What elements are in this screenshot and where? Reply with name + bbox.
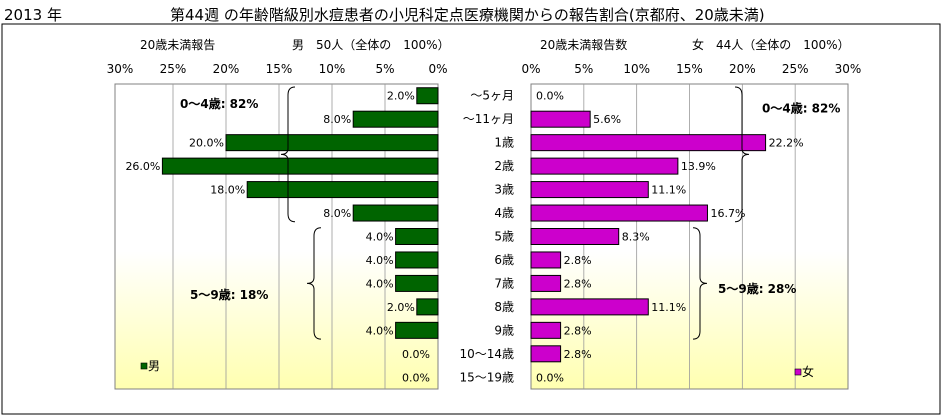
female-value-label: 2.8% (564, 254, 592, 267)
female-value-label: 5.6% (593, 113, 621, 126)
female-tick-label: 25% (782, 62, 809, 76)
male-value-label: 4.0% (366, 324, 394, 337)
chart-title: 第44週 の年齢階級別水痘患者の小児科定点医療機関からの報告割合(京都府、20歳… (170, 6, 765, 24)
female-bar (530, 204, 708, 222)
male-tick-label: 25% (160, 62, 187, 76)
male-bar (161, 157, 439, 175)
male-legend-label: 男 (148, 359, 160, 373)
female-bar (530, 274, 562, 292)
outer-frame (1, 23, 941, 415)
male-tick-label: 5% (375, 62, 394, 76)
female-annotation-5-9: 5～9歳: 28% (718, 281, 796, 296)
female-tick-label: 15% (676, 62, 703, 76)
female-value-label: 11.1% (651, 301, 686, 314)
category-label: 4歳 (494, 206, 514, 220)
female-value-label: 22.2% (769, 137, 804, 150)
male-tick-label: 30% (107, 62, 134, 76)
female-value-label: 2.8% (564, 324, 592, 337)
female-value-label: 11.1% (651, 184, 686, 197)
female-tick-label: 5% (574, 62, 593, 76)
category-label: 8歳 (494, 300, 514, 314)
female-brace-5-9 (692, 227, 708, 340)
right-summary: 女 44人（全体の 100%） (692, 38, 850, 52)
male-bar (225, 134, 439, 152)
male-annotation-5-9: 5～9歳: 18% (190, 287, 268, 302)
male-value-label: 4.0% (366, 231, 394, 244)
male-bar (352, 110, 439, 128)
male-value-label: 26.0% (125, 160, 160, 173)
female-tick-label: 20% (729, 62, 756, 76)
category-label: 9歳 (494, 323, 514, 337)
male-value-label: 4.0% (366, 277, 394, 290)
male-annotation-0-4: 0～4歳: 82% (180, 96, 258, 111)
left-subtitle: 20歳未満報告 (140, 38, 216, 52)
male-tick-label: 10% (319, 62, 346, 76)
male-bar (352, 204, 439, 222)
male-legend-swatch (140, 362, 148, 370)
male-bar (395, 228, 439, 245)
female-bar (530, 321, 562, 339)
male-bar (246, 181, 439, 199)
female-value-label: 8.3% (622, 231, 650, 244)
male-value-label: 2.0% (387, 301, 415, 314)
category-label: 5歳 (494, 230, 514, 244)
female-value-label: 0.0% (536, 90, 564, 103)
male-bar (395, 274, 439, 292)
female-tick-label: 0% (521, 62, 540, 76)
male-bar (395, 321, 439, 339)
category-label: ～5ヶ月 (470, 89, 514, 103)
female-tick-label: 10% (623, 62, 650, 76)
female-value-label: 0.0% (536, 371, 564, 384)
male-brace-5-9 (306, 227, 322, 340)
female-legend-swatch (794, 368, 802, 376)
category-label: 10～14歳 (459, 347, 514, 361)
male-value-label: 2.0% (387, 90, 415, 103)
male-value-label: 4.0% (366, 254, 394, 267)
category-label: 15～19歳 (459, 370, 514, 384)
male-tick-label: 20% (213, 62, 240, 76)
female-bar (530, 110, 591, 128)
male-brace-0-4 (280, 86, 296, 223)
male-value-label: 18.0% (210, 184, 245, 197)
category-label: 3歳 (494, 183, 514, 197)
male-bar (395, 251, 439, 269)
category-label: 7歳 (494, 276, 514, 290)
left-summary: 男 50人（全体の 100%） (292, 38, 450, 52)
male-bar (416, 298, 439, 316)
female-bar (530, 228, 620, 245)
female-value-label: 16.7% (710, 207, 745, 220)
female-value-label: 2.8% (564, 277, 592, 290)
right-subtitle: 20歳未満報告数 (540, 38, 628, 52)
female-annotation-0-4: 0～4歳: 82% (762, 100, 840, 115)
category-label: 2歳 (494, 159, 514, 173)
female-bar (530, 345, 562, 363)
male-value-label: 20.0% (189, 137, 224, 150)
male-value-label: 8.0% (323, 113, 351, 126)
male-bar (416, 87, 439, 105)
year-label: 2013 年 (4, 6, 62, 24)
female-brace-0-4 (734, 86, 750, 223)
male-tick-label: 15% (266, 62, 293, 76)
female-bar (530, 251, 562, 269)
female-bar (530, 157, 679, 175)
female-legend-label: 女 (802, 364, 814, 379)
female-value-label: 2.8% (564, 348, 592, 361)
category-label: 6歳 (494, 253, 514, 267)
female-bar (530, 134, 767, 152)
female-value-label: 13.9% (681, 160, 716, 173)
female-bar (530, 181, 649, 199)
category-label: 1歳 (494, 136, 514, 150)
male-value-label: 8.0% (323, 207, 351, 220)
category-label: ～11ヶ月 (463, 112, 514, 126)
male-value-label: 0.0% (402, 348, 430, 361)
male-tick-label: 0% (428, 62, 447, 76)
female-tick-label: 30% (835, 62, 862, 76)
male-value-label: 0.0% (402, 371, 430, 384)
female-bar (530, 298, 649, 316)
